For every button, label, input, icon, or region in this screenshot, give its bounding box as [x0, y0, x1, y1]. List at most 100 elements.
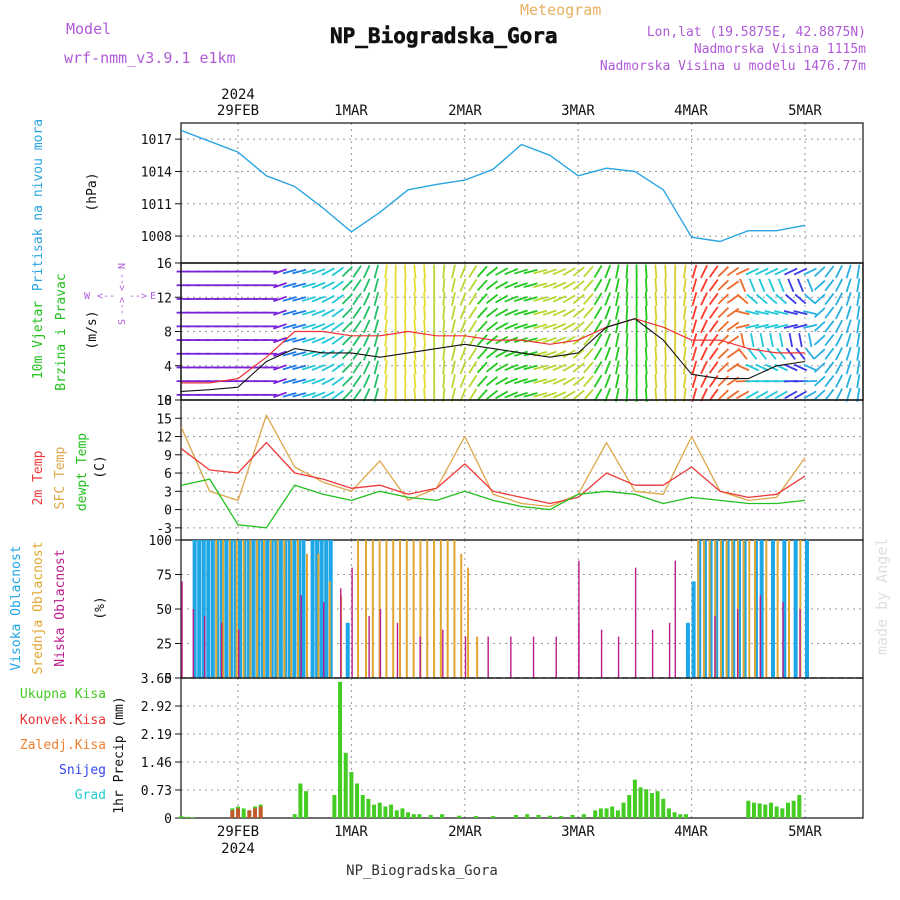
- wind-arrow: [654, 319, 658, 334]
- wind-arrow: [803, 390, 817, 400]
- cloud-bar-high: [805, 540, 809, 678]
- wind-arrow: [562, 308, 576, 317]
- cloud-bar-high: [210, 540, 215, 678]
- wind-arrow: [513, 282, 528, 289]
- wind-key-arrow-right: -->: [129, 291, 147, 302]
- wind-arrow: [311, 295, 326, 303]
- wind-arrow: [273, 336, 287, 344]
- wind-arrow: [321, 377, 335, 386]
- wind-arrow: [373, 291, 380, 306]
- wind-arrow: [614, 374, 620, 389]
- wind-arrow: [614, 360, 620, 375]
- precip-ytick-label: 2.19: [141, 728, 172, 743]
- precip-legend-conv: Konvek.Kisa: [20, 713, 106, 728]
- cloud-bar-low: [220, 622, 223, 678]
- cloud-bar-mid: [306, 553, 309, 678]
- precip-bar-total: [581, 814, 586, 818]
- wind-arrow: [682, 319, 687, 334]
- wind-arrow: [784, 267, 798, 276]
- wind-arrow: [384, 291, 388, 307]
- wind-panel: 0 4 8 12 16: [156, 257, 864, 409]
- wind-arrow: [664, 319, 667, 334]
- wind-arrow: [824, 292, 835, 306]
- wind-arrow: [708, 374, 719, 388]
- wind-arrow: [403, 319, 407, 334]
- precip-bar-total: [791, 800, 796, 818]
- wind-arrow: [513, 364, 528, 371]
- wind-arrow: [856, 346, 861, 361]
- wind-arrow: [362, 264, 371, 279]
- cloud-bar-mid: [748, 540, 751, 678]
- wind-arrow: [552, 281, 567, 289]
- station-lonlat: Lon,lat (19.5875E, 42.8875N): [647, 25, 866, 40]
- wind-arrow: [708, 306, 719, 319]
- wind-arrow: [495, 294, 509, 304]
- cloud-ylabel-mid: Srednja Oblacnost: [31, 541, 46, 674]
- wind-arrow: [813, 348, 826, 360]
- wind-arrow: [845, 305, 852, 320]
- cloud-bar-mid: [725, 540, 728, 678]
- wind-arrow: [273, 391, 287, 399]
- wind-key-w: W: [84, 291, 91, 302]
- precip-legend-snow: Snijeg: [59, 763, 106, 778]
- wind-arrow: [442, 333, 446, 348]
- wind-arrow: [644, 360, 648, 375]
- cloud-bar-mid: [399, 540, 402, 678]
- precip-ytick-label: 0: [164, 812, 172, 827]
- wind-arrow: [403, 291, 407, 307]
- wind-arrow: [691, 291, 698, 306]
- wind-arrow: [774, 323, 789, 329]
- wind-arrow: [784, 363, 798, 372]
- wind-arrow: [477, 347, 488, 360]
- wind-arrow: [301, 391, 316, 398]
- cloud-bar-low: [668, 622, 671, 678]
- wind-arrow: [793, 390, 807, 400]
- temperature-ytick-label: 0: [164, 504, 172, 519]
- cloud-bar-low: [340, 588, 342, 678]
- wind-arrow: [451, 346, 456, 361]
- wind-arrow: [735, 310, 750, 316]
- wind-arrow: [835, 319, 844, 333]
- cloud-bar-high: [345, 622, 350, 678]
- precip-bar-total: [411, 814, 416, 818]
- temperature-ytick-label: 6: [164, 467, 172, 482]
- wind-arrow: [533, 296, 548, 302]
- temperature-frame: [180, 399, 864, 541]
- wind-arrow: [542, 337, 557, 344]
- wind-arrow: [403, 333, 407, 348]
- wind-arrow: [604, 292, 612, 306]
- cloud-bar-mid: [235, 540, 238, 678]
- wind-arrow: [824, 320, 835, 333]
- wind-arrow: [784, 390, 798, 400]
- wind-arrow: [717, 307, 729, 319]
- wind-arrow: [413, 346, 417, 361]
- wind-arrow: [504, 309, 519, 317]
- wind-arrow: [562, 294, 576, 304]
- wind-arrows: [176, 264, 861, 402]
- wind-arrow: [583, 347, 594, 360]
- wind-arrow: [513, 378, 528, 385]
- wind-arrow: [504, 295, 519, 303]
- day-bottom-4: 4MAR: [674, 824, 708, 840]
- wind-arrow: [708, 388, 719, 402]
- wind-arrow: [552, 363, 567, 372]
- wind-arrow: [459, 319, 467, 334]
- clouds-ytick-label: 75: [156, 569, 172, 584]
- wind-arrow: [644, 333, 648, 348]
- wind-arrow: [604, 305, 612, 320]
- wind-key-arrow-down: -->: [117, 297, 128, 315]
- wind-arrow: [778, 333, 784, 348]
- wind-arrow: [451, 264, 456, 279]
- cloud-bar-low: [396, 622, 399, 678]
- cloud-bar-high: [685, 622, 690, 678]
- wind-arrow: [583, 306, 594, 319]
- wind-arrow: [644, 278, 648, 293]
- cloud-bar-low: [634, 567, 637, 678]
- temp-unit: (C): [93, 455, 108, 478]
- cloud-bar-mid: [467, 567, 470, 678]
- wind-arrow: [691, 319, 698, 334]
- wind-arrow: [856, 319, 861, 334]
- wind-arrow: [301, 337, 316, 343]
- cloud-bar-high: [247, 540, 252, 678]
- cloud-bar-mid: [317, 553, 320, 678]
